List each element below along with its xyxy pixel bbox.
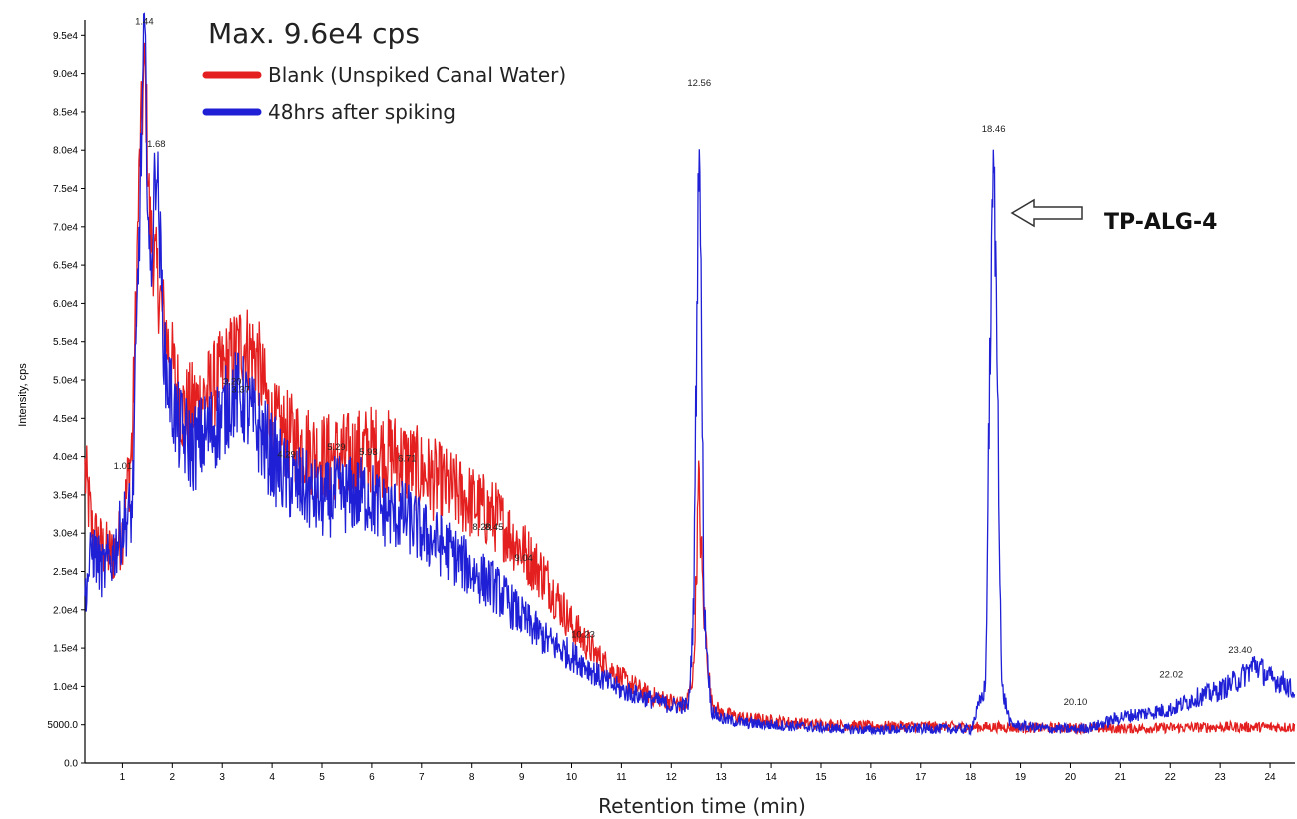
y-tick-label: 8.0e4 xyxy=(53,146,78,157)
arrow-left-icon xyxy=(1010,198,1083,228)
x-tick-label: 6 xyxy=(369,772,375,783)
series-line-blank xyxy=(84,42,1296,736)
peak-label: 5.93 xyxy=(359,447,378,458)
x-tick-label: 5 xyxy=(319,772,325,783)
peak-label: 22.02 xyxy=(1159,669,1183,680)
y-tick-label: 7.5e4 xyxy=(53,184,78,195)
x-tick-label: 19 xyxy=(1015,772,1027,783)
y-tick-label: 5.0e4 xyxy=(53,376,78,387)
peak-label: 1.01 xyxy=(114,461,133,472)
axes: 0.0 5000.0 1.0e4 1.5e4 2.0e4 2.5e4 3.0e4 3.5e4 4… xyxy=(47,20,1295,783)
y-tick-label: 8.5e4 xyxy=(53,107,78,118)
annotation: TP-ALG-4 xyxy=(1010,198,1217,235)
x-tick-label: 8 xyxy=(469,772,475,783)
peak-label: 12.56 xyxy=(687,78,711,89)
x-tick-label: 12 xyxy=(666,772,678,783)
y-tick-label: 6.5e4 xyxy=(53,261,78,272)
peak-label: 8.45 xyxy=(485,522,504,533)
y-tick-label: 3.5e4 xyxy=(53,490,78,501)
x-tick-label: 1 xyxy=(120,772,126,783)
peak-label: 1.68 xyxy=(147,139,166,150)
peak-label: 6.71 xyxy=(398,453,417,464)
y-tick-label: 1.5e4 xyxy=(53,644,78,655)
x-tick-label: 2 xyxy=(170,772,176,783)
peak-label: 10.23 xyxy=(571,629,595,640)
peak-label: 5.29 xyxy=(327,442,346,453)
y-tick-label: 0.0 xyxy=(64,759,78,770)
legend-label-blank: Blank (Unspiked Canal Water) xyxy=(268,63,566,87)
peak-label: 8.20 xyxy=(472,522,491,533)
legend: Blank (Unspiked Canal Water) 48hrs after… xyxy=(202,63,566,124)
y-tick-label: 9.0e4 xyxy=(53,69,78,80)
peak-label: 18.46 xyxy=(982,124,1006,135)
x-tick-label: 10 xyxy=(566,772,578,783)
y-tick-label: 2.0e4 xyxy=(53,605,78,616)
peak-label: 4.29 xyxy=(277,449,296,460)
x-tick-label: 7 xyxy=(419,772,425,783)
y-tick-label: 6.0e4 xyxy=(53,299,78,310)
y-tick-label: 7.0e4 xyxy=(53,222,78,233)
x-tick-label: 4 xyxy=(269,772,275,783)
x-tick-label: 17 xyxy=(915,772,927,783)
x-tick-label: 21 xyxy=(1115,772,1127,783)
peak-label: 3.37 xyxy=(231,384,250,395)
y-tick-label: 9.5e4 xyxy=(53,31,78,42)
x-tick-label: 24 xyxy=(1264,772,1276,783)
peak-label: 9.04 xyxy=(514,553,533,564)
chart-title: Max. 9.6e4 cps xyxy=(208,17,420,50)
x-tick-label: 3 xyxy=(219,772,225,783)
x-tick-label: 16 xyxy=(865,772,877,783)
y-tick-label: 4.0e4 xyxy=(53,452,78,463)
annotation-label: TP-ALG-4 xyxy=(1104,210,1217,235)
x-tick-label: 15 xyxy=(815,772,827,783)
x-tick-label: 14 xyxy=(766,772,778,783)
legend-label-spiked: 48hrs after spiking xyxy=(268,100,456,124)
peak-label: 20.10 xyxy=(1064,697,1088,708)
y-tick-label: 3.0e4 xyxy=(53,529,78,540)
y-tick-label: 5.5e4 xyxy=(53,337,78,348)
y-tick-label: 2.5e4 xyxy=(53,567,78,578)
x-tick-label: 9 xyxy=(519,772,525,783)
series-line-spiked xyxy=(84,12,1296,737)
x-tick-label: 22 xyxy=(1165,772,1177,783)
series-layer xyxy=(84,12,1296,737)
y-tick-label: 5000.0 xyxy=(47,720,78,731)
peak-label: 23.40 xyxy=(1228,645,1252,656)
peak-labels: 1.01 1.44 1.68 3.203.37 4.29 5.29 5.93 6.71 8.20… xyxy=(114,17,1252,708)
x-tick-label: 18 xyxy=(965,772,977,783)
y-tick-label: 1.0e4 xyxy=(53,682,78,693)
x-tick-label: 20 xyxy=(1065,772,1077,783)
x-axis-title: Retention time (min) xyxy=(598,794,806,818)
peak-label: 3.20 xyxy=(223,377,242,388)
peak-label: 1.44 xyxy=(135,17,154,28)
x-tick-label: 11 xyxy=(616,772,627,783)
y-tick-label: 4.5e4 xyxy=(53,414,78,425)
x-tick-label: 23 xyxy=(1215,772,1227,783)
x-tick-label: 13 xyxy=(716,772,728,783)
y-axis-title: Intensity, cps xyxy=(17,363,29,427)
